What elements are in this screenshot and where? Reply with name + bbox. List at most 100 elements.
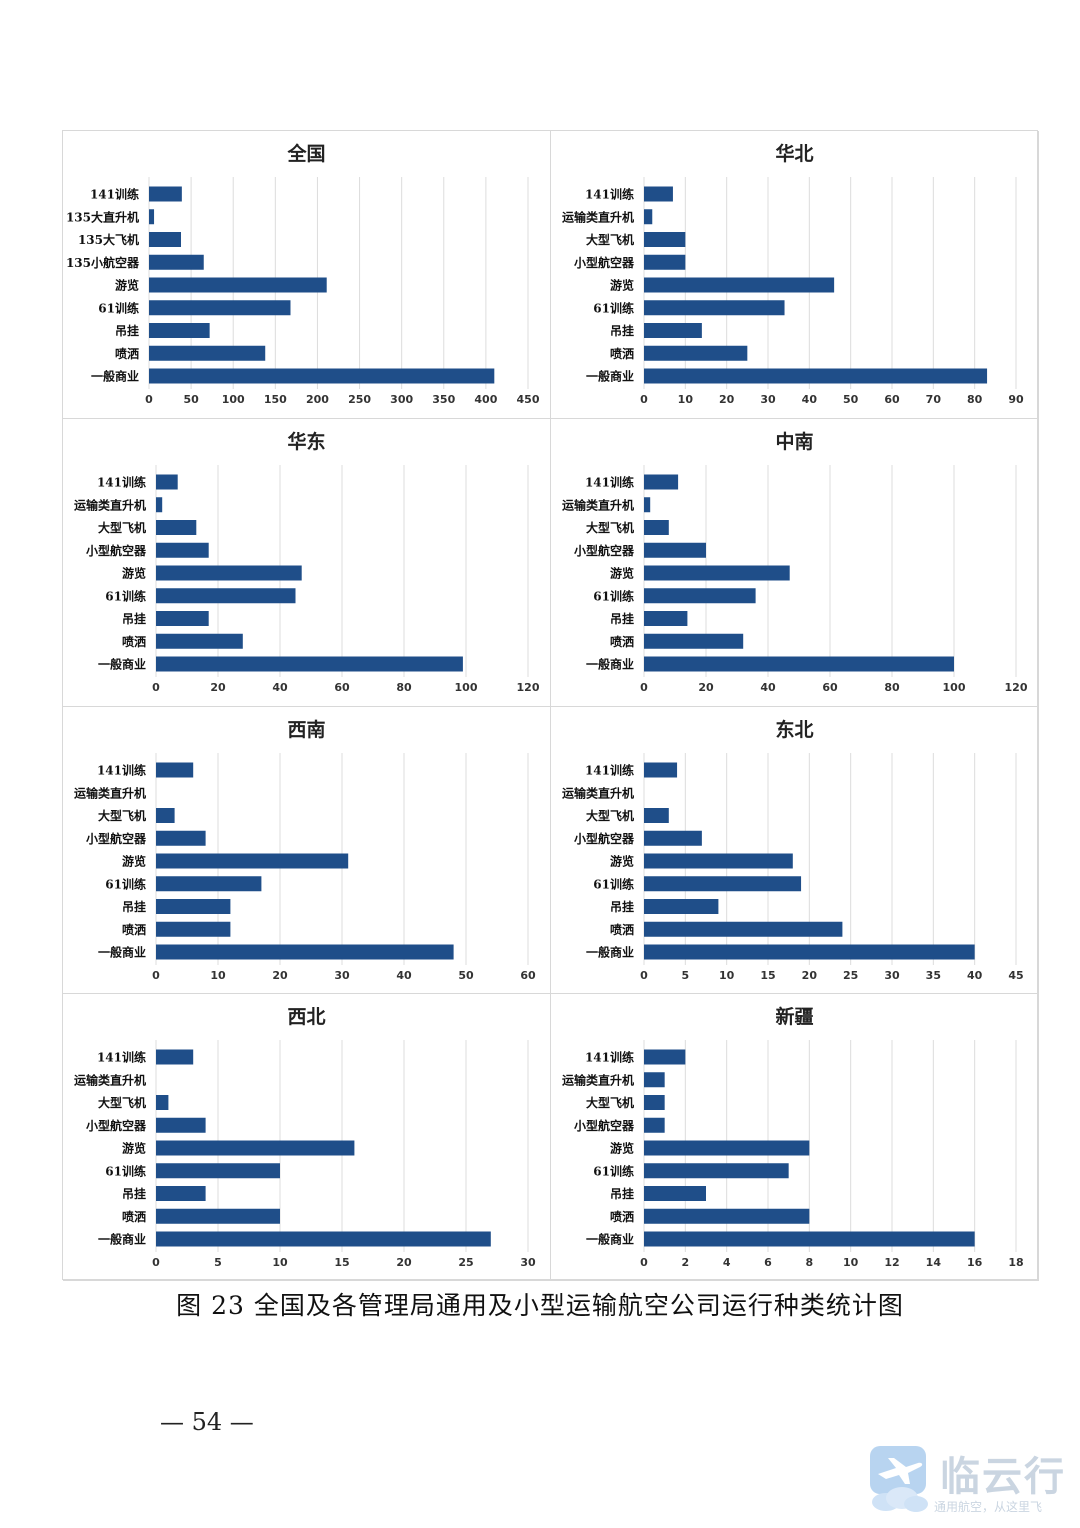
category-label: 大型飞机 [586,232,634,247]
bar [156,1186,206,1201]
bar [149,186,182,202]
chart-title-xinjiang: 新疆 [775,1006,814,1028]
chart-panel-southwest: 西南 0 10 20 30 40 50 60 141训练 运输类直升机 大型飞机 小型航空器 游览 61训… [63,707,551,994]
category-label: 61训练 [105,876,146,891]
category-label: 小型航空器 [574,255,635,270]
chart-panel-central-south: 中南 0 20 40 60 80 100 120 141训练 运输类直升机 大型飞机 小型航空器 游览 6… [551,419,1039,707]
bar [156,611,209,626]
bar [644,656,954,672]
category-label: 141训练 [97,475,146,490]
bar [644,232,686,247]
category-label: 141训练 [97,1050,146,1065]
x-tick-label: 40 [272,681,288,694]
bar [644,853,793,869]
bar [644,474,679,490]
x-tick-label: 25 [458,1256,473,1269]
chart-title-northwest: 西北 [287,1006,326,1028]
bar [156,944,454,960]
x-tick-label: 0 [640,1256,648,1269]
category-label: 游览 [122,566,146,581]
bar [156,1208,280,1224]
x-tick-label: 0 [152,681,160,694]
chart-panel-northwest: 西北 0 5 10 15 20 25 30 141训练 运输类直升机 大型飞机 小型航空器 游览 61训练… [63,994,551,1281]
x-tick-label: 20 [802,969,818,982]
bar [156,497,163,513]
x-tick-label: 100 [222,393,245,406]
category-label: 61训练 [593,300,634,315]
category-label: 小型航空器 [574,831,635,846]
bar [149,323,210,338]
bar [156,1049,194,1065]
category-label: 吊挂 [122,899,146,914]
x-tick-label: 60 [822,681,838,694]
category-label: 喷洒 [122,634,146,649]
category-label: 大型飞机 [586,1095,634,1110]
bar [149,300,291,316]
category-label: 吊挂 [610,899,634,914]
bar [156,899,231,914]
category-label: 小型航空器 [574,543,635,558]
bar [644,186,673,202]
bar [644,323,702,338]
bar [156,853,349,869]
x-tick-label: 2 [682,1256,690,1269]
watermark-subtitle: 通用航空，从这里飞 [934,1500,1043,1514]
category-label: 小型航空器 [86,831,147,846]
x-tick-label: 8 [806,1256,814,1269]
category-label: 小型航空器 [86,543,147,558]
category-label: 一般商业 [586,945,634,960]
bar [644,1095,665,1110]
category-label: 喷洒 [115,346,139,361]
category-label: 运输类直升机 [74,1072,146,1087]
x-tick-label: 40 [802,393,818,406]
x-tick-label: 20 [396,1256,412,1269]
category-label: 141训练 [585,475,634,490]
x-tick-label: 10 [719,969,735,982]
x-tick-label: 40 [760,681,776,694]
x-tick-label: 45 [1008,969,1023,982]
x-tick-label: 20 [210,681,226,694]
x-tick-label: 80 [884,681,900,694]
x-tick-label: 16 [967,1256,983,1269]
x-tick-label: 300 [390,393,413,406]
bar [644,345,748,361]
x-tick-label: 10 [272,1256,288,1269]
bar [156,565,302,581]
category-label: 喷洒 [610,634,634,649]
bar [156,1095,169,1110]
bar [644,921,843,937]
category-label: 吊挂 [122,1186,146,1201]
chart-panel-north-china: 华北 0 10 20 30 40 50 60 70 80 90 141训练 运输类直升机 大型飞机 小型航空… [551,131,1039,419]
x-tick-label: 50 [843,393,859,406]
x-tick-label: 12 [884,1256,899,1269]
figure-caption: 图 23 全国及各管理局通用及小型运输航空公司运行种类统计图 [176,1291,904,1320]
x-tick-label: 18 [1008,1256,1023,1269]
bar [156,876,262,892]
charts-grid: 全国 0 50 100 150 200 250 300 350 400 450 141训练 135大直升… [62,130,1039,1281]
bar [156,921,231,937]
x-tick-label: 0 [640,969,648,982]
bar [149,345,266,361]
bar [156,1231,491,1247]
category-label: 运输类直升机 [562,785,634,800]
bar [644,368,988,384]
category-label: 一般商业 [586,1232,634,1247]
bar [149,277,327,293]
category-label: 大型飞机 [586,520,634,535]
category-label: 运输类直升机 [74,497,146,512]
category-label: 一般商业 [98,1232,146,1247]
page-number: — 54 — [160,1408,254,1436]
chart-title-southwest: 西南 [287,719,326,741]
x-tick-label: 250 [348,393,371,406]
x-tick-label: 10 [678,393,694,406]
category-label: 一般商业 [586,657,634,672]
category-label: 喷洒 [610,1209,634,1224]
category-label: 游览 [610,854,634,869]
x-tick-label: 350 [432,393,455,406]
category-label: 141训练 [585,1050,634,1065]
x-tick-label: 70 [926,393,942,406]
bar [644,277,835,293]
x-tick-label: 80 [967,393,983,406]
